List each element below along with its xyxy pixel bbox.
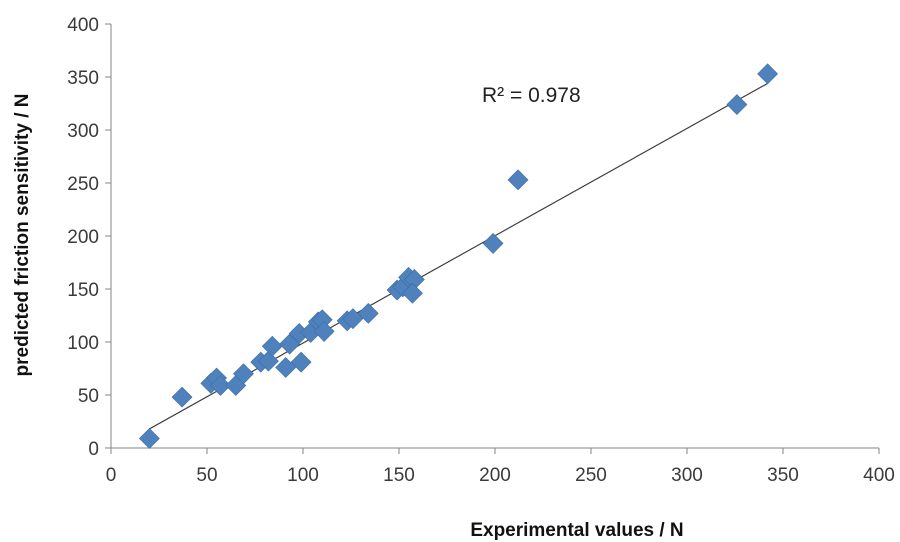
y-axis-title: predicted friction sensitivity / N	[12, 94, 33, 377]
data-point	[275, 357, 297, 378]
y-tick-label: 150	[67, 280, 99, 301]
x-tick-label: 0	[106, 465, 117, 486]
x-tick-label: 250	[575, 465, 607, 486]
ticks: 0 50 100 150 200 250 300 350 400 0 50 100 150 200 250 3…	[67, 15, 895, 486]
x-tick-label: 150	[383, 465, 415, 486]
x-tick-label: 350	[767, 465, 799, 486]
data-point	[258, 350, 279, 372]
data-point	[138, 428, 160, 449]
x-tick-label: 400	[863, 465, 895, 486]
y-tick-label: 100	[67, 333, 99, 354]
data-point	[482, 232, 504, 254]
data-point	[726, 94, 748, 115]
y-tick-label: 50	[78, 386, 99, 407]
y-tick-label: 250	[67, 174, 99, 195]
x-tick-label: 300	[671, 465, 703, 486]
data-point	[171, 386, 193, 408]
data-point	[210, 375, 231, 396]
r-squared-annotation: R² = 0.978	[482, 84, 581, 107]
data-point	[507, 169, 529, 191]
x-tick-label: 100	[287, 465, 319, 486]
y-tick-label: 300	[67, 121, 99, 142]
data-point	[261, 335, 283, 357]
x-tick-label: 50	[196, 465, 217, 486]
data-point	[313, 320, 335, 342]
data-points	[138, 63, 779, 449]
data-point	[342, 308, 364, 330]
data-point	[233, 363, 254, 385]
data-point	[290, 351, 312, 373]
y-tick-label: 350	[67, 68, 99, 89]
y-tick-label: 400	[67, 15, 99, 36]
x-axis-title: Experimental values / N	[470, 520, 683, 541]
x-tick-label: 200	[479, 465, 511, 486]
trendline	[149, 82, 768, 430]
data-point	[357, 302, 379, 324]
data-point	[402, 282, 423, 304]
y-tick-label: 0	[88, 439, 99, 460]
trendline-group	[149, 82, 768, 430]
data-point	[757, 63, 779, 85]
y-tick-label: 200	[67, 227, 99, 248]
